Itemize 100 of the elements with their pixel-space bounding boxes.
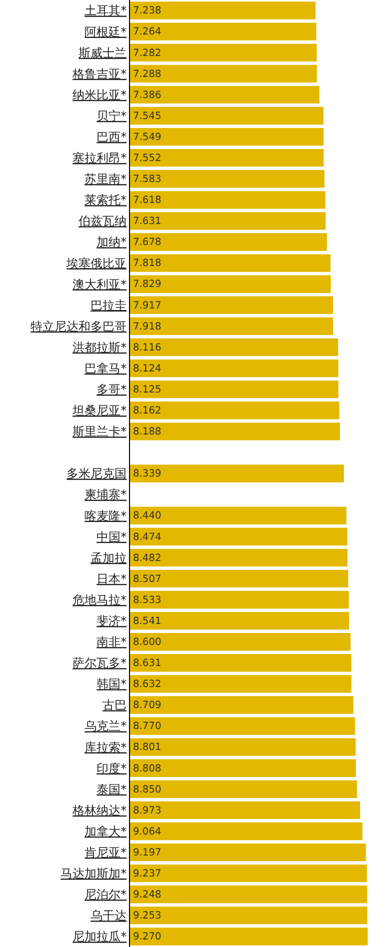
data-label: 7.288 bbox=[133, 68, 162, 80]
y-tick-label: 阿根廷* bbox=[84, 24, 127, 39]
bar bbox=[130, 822, 362, 840]
bar bbox=[130, 548, 348, 567]
data-label: 8.482 bbox=[133, 552, 162, 564]
data-label: 7.545 bbox=[133, 110, 162, 122]
y-tick-label: 多米尼克国 bbox=[66, 466, 127, 481]
y-tick-label: 苏里南* bbox=[84, 172, 127, 186]
bar bbox=[130, 44, 317, 62]
data-label: 7.678 bbox=[133, 237, 162, 248]
data-label: 8.709 bbox=[133, 700, 162, 712]
data-label: 8.124 bbox=[133, 363, 162, 374]
y-tick-label: 莱索托* bbox=[84, 193, 127, 208]
y-tick-label: 伯兹瓦纳 bbox=[78, 214, 127, 228]
data-label: 9.064 bbox=[133, 826, 162, 838]
data-label: 8.440 bbox=[133, 510, 162, 522]
bar bbox=[130, 738, 356, 756]
bar bbox=[130, 464, 344, 482]
y-tick-label: 韩国* bbox=[96, 677, 127, 692]
y-tick-label: 土耳其* bbox=[84, 4, 127, 18]
data-label: 8.507 bbox=[133, 574, 162, 585]
y-tick-label: 萨尔瓦多* bbox=[72, 656, 127, 670]
y-tick-label: 加拿大* bbox=[84, 824, 127, 838]
data-label: 7.918 bbox=[133, 321, 162, 332]
data-label: 9.237 bbox=[133, 868, 162, 880]
y-tick-label: 库拉索* bbox=[84, 740, 127, 754]
bar bbox=[130, 590, 349, 609]
bar bbox=[130, 906, 368, 924]
data-label: 7.631 bbox=[133, 216, 162, 228]
data-label: 8.631 bbox=[133, 658, 162, 670]
bar bbox=[130, 128, 324, 146]
bar bbox=[130, 22, 316, 40]
y-tick-label: 洪都拉斯* bbox=[72, 340, 127, 354]
bar bbox=[130, 506, 346, 524]
bar bbox=[130, 654, 352, 672]
bar bbox=[130, 64, 317, 82]
data-label: 9.253 bbox=[133, 910, 162, 922]
bar bbox=[130, 106, 324, 125]
bar bbox=[130, 212, 326, 230]
data-label: 8.474 bbox=[133, 532, 162, 543]
y-tick-label: 肯尼亚* bbox=[84, 846, 127, 860]
y-tick-label: 斯里兰卡* bbox=[72, 424, 127, 439]
bar bbox=[130, 380, 338, 398]
bar bbox=[130, 801, 360, 820]
y-tick-label: 喀麦隆* bbox=[84, 508, 127, 523]
y-tick-label: 纳米比亚* bbox=[72, 88, 127, 102]
bar bbox=[130, 317, 334, 336]
bar bbox=[130, 570, 348, 588]
y-tick-label: 斐济* bbox=[96, 614, 127, 628]
bar bbox=[130, 148, 324, 167]
data-label: 7.264 bbox=[133, 26, 162, 38]
y-tick-label: 孟加拉 bbox=[90, 550, 127, 565]
data-label: 7.282 bbox=[133, 48, 162, 59]
data-label: 8.850 bbox=[133, 784, 162, 796]
y-tick-label: 印度* bbox=[96, 761, 127, 776]
bar bbox=[130, 780, 357, 798]
data-label: 8.533 bbox=[133, 594, 162, 606]
y-tick-label: 柬埔寨* bbox=[84, 488, 127, 502]
data-label: 8.162 bbox=[133, 406, 162, 417]
y-tick-label: 巴拿马* bbox=[84, 361, 127, 376]
data-label: 8.973 bbox=[133, 805, 162, 816]
data-label: 7.583 bbox=[133, 174, 162, 186]
data-label: 8.801 bbox=[133, 742, 162, 754]
data-label: 7.552 bbox=[133, 152, 162, 164]
y-tick-label: 特立尼达和多巴哥 bbox=[30, 319, 127, 334]
y-tick-label: 古巴 bbox=[102, 698, 127, 712]
y-tick-label: 塞拉利昂* bbox=[72, 151, 127, 166]
bar bbox=[130, 864, 367, 882]
bar bbox=[130, 338, 338, 356]
y-tick-label: 乌克兰* bbox=[84, 719, 127, 734]
y-tick-label: 加纳* bbox=[96, 235, 127, 250]
data-label: 8.600 bbox=[133, 636, 162, 648]
y-tick-label: 格林纳达* bbox=[72, 803, 127, 818]
bar bbox=[130, 696, 354, 714]
data-label: 8.116 bbox=[133, 342, 162, 354]
bar bbox=[130, 2, 316, 20]
bar bbox=[130, 717, 355, 735]
y-tick-label: 格鲁吉亚* bbox=[72, 66, 127, 81]
bar bbox=[130, 928, 368, 946]
y-tick-label: 多哥* bbox=[96, 382, 127, 397]
y-tick-label: 日本* bbox=[96, 572, 127, 586]
data-label: 8.541 bbox=[133, 616, 162, 627]
data-label: 9.197 bbox=[133, 847, 162, 858]
bar bbox=[130, 275, 331, 293]
data-label: 7.549 bbox=[133, 132, 162, 143]
bar bbox=[130, 612, 350, 630]
y-tick-label: 澳大利亚* bbox=[72, 277, 127, 292]
bar bbox=[130, 191, 326, 209]
bar bbox=[130, 528, 348, 546]
data-label: 7.386 bbox=[133, 90, 162, 101]
bar bbox=[130, 86, 320, 104]
bar bbox=[130, 886, 368, 904]
bar bbox=[130, 633, 351, 651]
y-tick-label: 埃塞俄比亚 bbox=[66, 256, 127, 270]
bar bbox=[130, 759, 356, 777]
y-tick-label: 尼加拉瓜* bbox=[72, 930, 127, 944]
bar bbox=[130, 296, 334, 314]
data-label: 9.248 bbox=[133, 890, 162, 901]
data-label: 7.618 bbox=[133, 195, 162, 206]
bar bbox=[130, 675, 352, 693]
